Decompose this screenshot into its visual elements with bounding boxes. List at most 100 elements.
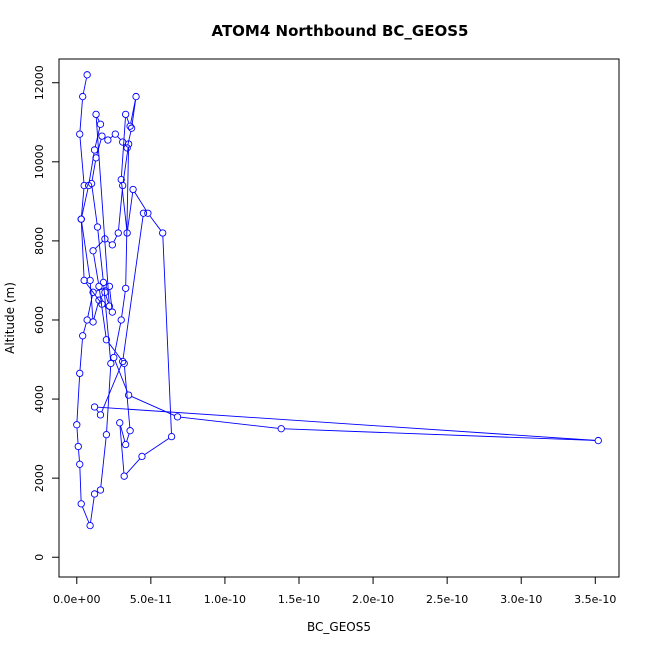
data-point [83, 71, 91, 79]
data-point [124, 140, 133, 148]
series-segment [83, 322, 87, 333]
series-segment [79, 99, 83, 131]
x-axis: 0.0e+00 5.0e-11 1.0e-10 1.5e-10 2.0e-10 2.5e-… [53, 576, 616, 606]
data-point [96, 486, 105, 494]
data-point [102, 430, 111, 439]
data-point [90, 403, 99, 411]
data-point [122, 110, 130, 119]
y-tick-label: 10000 [33, 144, 46, 179]
data-point [92, 110, 100, 119]
x-tick-label: 1.0e-10 [204, 593, 246, 606]
series-segment [125, 458, 141, 475]
data-point [167, 432, 176, 441]
data-point [92, 154, 100, 162]
data-point [129, 185, 137, 194]
series-segment [76, 376, 81, 422]
data-point [126, 122, 134, 130]
data-point [119, 357, 127, 366]
data-point [96, 120, 105, 128]
series-segment [117, 136, 121, 141]
data-point [76, 460, 84, 468]
series-segment [93, 253, 99, 284]
plot-frame [58, 58, 620, 578]
data-point [79, 92, 87, 101]
series-segment [113, 235, 118, 243]
data-point [98, 132, 106, 140]
series-segment [93, 303, 99, 319]
series-segment [80, 222, 85, 278]
data-point [138, 452, 146, 461]
data-point [89, 288, 97, 296]
data-point [119, 181, 127, 190]
series-segment [94, 127, 101, 147]
series-segment [125, 147, 130, 286]
series-segment [105, 295, 109, 304]
data-point [277, 425, 285, 433]
series-segment [122, 216, 144, 359]
series-segment [106, 366, 112, 432]
data-point [76, 369, 84, 378]
y-axis: 0 2000 4000 6000 8000 10000 12000 [33, 65, 60, 561]
x-axis-title: BC_GEOS5 [307, 620, 371, 634]
series-segment [96, 409, 99, 413]
data-point [594, 436, 602, 445]
series-segment [107, 240, 111, 244]
y-tick-label: 6000 [33, 306, 46, 334]
data-point [139, 209, 148, 217]
series-segment [81, 188, 89, 217]
data-point [79, 332, 87, 340]
data-point [95, 282, 103, 291]
series-segment [95, 240, 103, 249]
data-point [173, 413, 182, 421]
data-point [102, 336, 111, 344]
series-segment [100, 437, 107, 487]
series-segment [96, 117, 100, 122]
data-point [123, 229, 131, 237]
series-segment [79, 338, 83, 371]
data-point [126, 427, 134, 435]
chart-title: ATOM4 Northbound BC_GEOS5 [212, 22, 469, 40]
series-segment [76, 427, 79, 444]
series-segment [126, 433, 130, 442]
data-point [120, 359, 128, 368]
series-segment [131, 395, 175, 416]
data-point [74, 442, 82, 451]
series-segment [180, 416, 279, 429]
data-point [86, 521, 94, 530]
series-segment [114, 360, 128, 393]
data-point [104, 136, 112, 144]
data-point [108, 308, 116, 316]
series-segment [127, 192, 134, 230]
data-point [80, 276, 88, 285]
series-segment [90, 497, 95, 523]
data-point [127, 124, 136, 132]
x-tick-label: 1.5e-10 [278, 593, 320, 606]
x-tick-label: 5.0e-11 [130, 593, 172, 606]
series-segment [82, 506, 90, 523]
series-segment [109, 289, 113, 309]
series-segment [126, 117, 130, 124]
series-segment [101, 364, 122, 413]
series-segment [91, 186, 98, 224]
y-tick-label: 8000 [33, 227, 46, 255]
series-segment [120, 117, 126, 177]
data-point [90, 490, 99, 498]
data-point [99, 278, 108, 287]
series-segment [82, 77, 87, 94]
data-point [123, 144, 131, 152]
data-point [105, 282, 114, 291]
data-point [83, 316, 91, 324]
data-point [86, 276, 94, 285]
data-series [73, 71, 602, 530]
x-tick-label: 2.5e-10 [426, 593, 468, 606]
series-segment [284, 428, 596, 441]
data-point [111, 130, 119, 138]
data-point [87, 179, 96, 188]
x-tick-label: 2.0e-10 [352, 593, 394, 606]
series-segment [91, 160, 96, 181]
series-segment [144, 438, 170, 455]
data-point [89, 318, 97, 326]
data-point [122, 440, 130, 449]
data-point [96, 411, 105, 419]
data-point [89, 247, 97, 255]
